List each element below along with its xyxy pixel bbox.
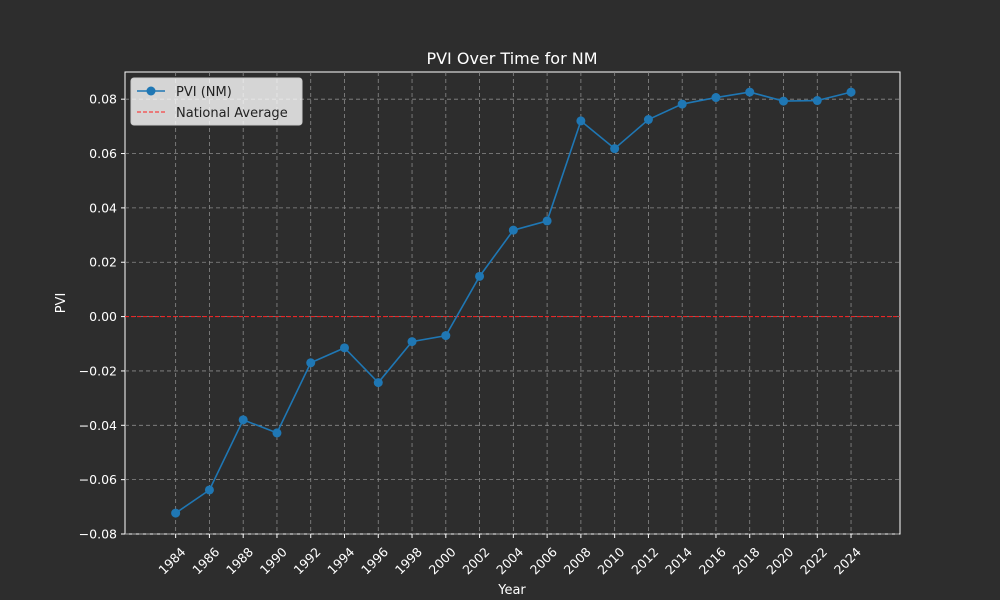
data-point [643,115,653,125]
x-tick-label: 1984 [155,544,188,577]
y-tick-label: 0.06 [89,146,117,161]
x-tick-label: 2000 [426,544,459,577]
y-tick-label: 0.00 [89,309,117,324]
x-tick-label: 1990 [257,544,290,577]
legend-label-national-average: National Average [176,106,288,121]
x-axis-label: Year [497,583,526,598]
data-point [204,485,214,495]
legend: PVI (NM) National Average [130,77,303,126]
x-tick-label: 1992 [291,544,324,577]
data-point [475,271,485,281]
data-point [711,93,721,103]
x-tick-label: 2022 [797,544,830,577]
x-tick-label: 2008 [561,544,594,577]
y-tick-label: −0.04 [79,418,117,433]
data-point [576,116,586,126]
x-tick-label: 1998 [392,544,425,577]
data-point [339,343,349,353]
data-point [508,225,518,235]
data-point [373,378,383,388]
x-tick-label: 2014 [662,544,695,577]
legend-marker-pvi [146,86,156,96]
data-point [846,87,856,97]
y-tick-label: 0.08 [89,92,117,107]
y-tick-label: −0.06 [79,472,117,487]
data-point [778,96,788,106]
x-tick-label: 2018 [730,544,763,577]
x-tick-label: 2004 [493,544,526,577]
data-point [745,87,755,97]
x-tick-label: 1986 [189,544,222,577]
grid-lines [125,72,900,535]
series-group [171,87,856,518]
x-tick-label: 1996 [358,544,391,577]
y-axis-label: PVI [54,293,69,314]
y-tick-label: −0.02 [79,363,117,378]
legend-box [130,77,303,126]
data-point [677,99,687,109]
x-tick-label: 2006 [527,544,560,577]
x-tick-label: 2010 [594,544,627,577]
data-point [272,428,282,438]
data-point [171,508,181,518]
y-tick-label: −0.08 [79,527,117,542]
data-point [407,337,417,347]
x-tick-label: 2024 [831,544,864,577]
x-tick-label: 2020 [763,544,796,577]
y-axis-ticks: −0.08 −0.06 −0.04 −0.02 0.00 0.02 0.04 0.06 0.08 [79,92,125,542]
y-tick-label: 0.04 [89,200,117,215]
data-point [306,358,316,368]
x-tick-label: 2002 [459,544,492,577]
data-point [610,144,620,154]
x-axis-ticks: 1984 1986 1988 1990 1992 1994 1996 1998 2000 2002… [155,534,864,577]
plot-area [124,71,901,535]
data-point [812,96,822,106]
x-tick-label: 2012 [628,544,661,577]
x-tick-label: 1994 [324,544,357,577]
x-tick-label: 2016 [696,544,729,577]
x-tick-label: 1988 [223,544,256,577]
data-point [238,415,248,425]
data-point [542,216,552,226]
chart-title: PVI Over Time for NM [426,49,597,68]
y-tick-label: 0.02 [89,255,117,270]
data-point [441,331,451,341]
legend-label-pvi: PVI (NM) [176,85,232,100]
